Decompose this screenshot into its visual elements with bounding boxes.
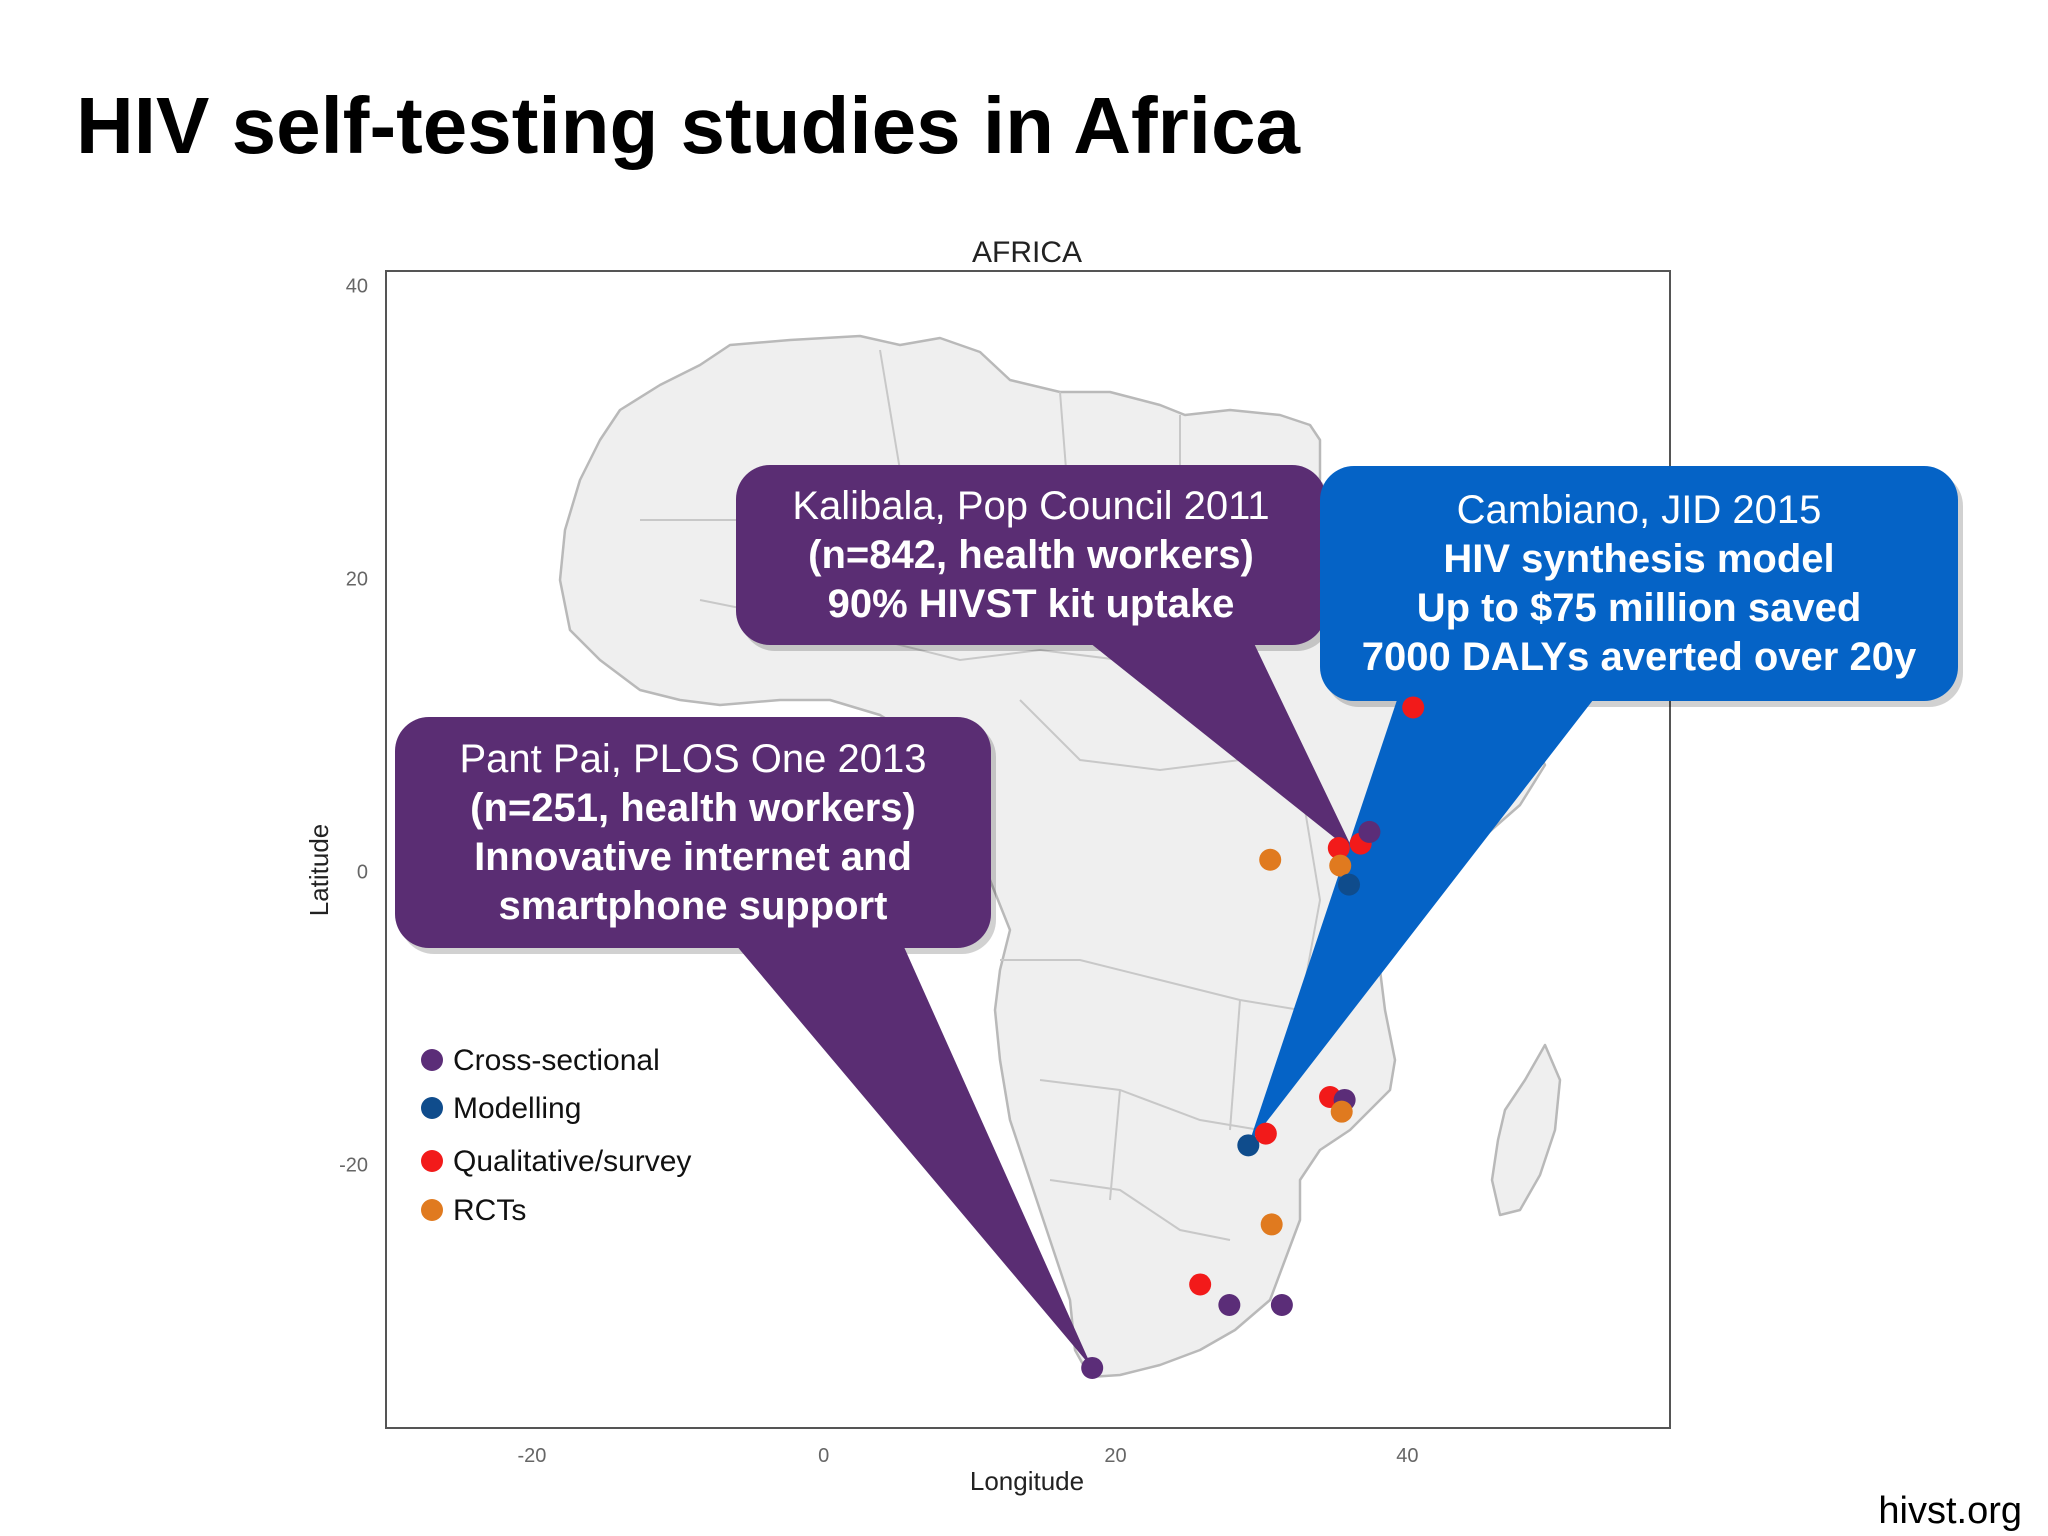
callout-kalibala xyxy=(736,465,1355,854)
study-point[interactable] xyxy=(1329,854,1352,877)
study-point[interactable] xyxy=(1259,848,1282,871)
callout-line: 7000 DALYs averted over 20y xyxy=(1361,634,1917,679)
study-point[interactable] xyxy=(1358,820,1381,843)
callout-box xyxy=(736,465,1326,645)
callout-line: 90% HIVST kit uptake xyxy=(827,581,1235,626)
study-point[interactable] xyxy=(1402,696,1425,719)
callout-line: Kalibala, Pop Council 2011 xyxy=(792,483,1270,528)
slide-title: HIV self-testing studies in Africa xyxy=(76,81,1300,170)
study-point[interactable] xyxy=(1218,1293,1241,1316)
x-tick-label: 20 xyxy=(1104,1445,1126,1467)
study-point[interactable] xyxy=(1254,1122,1277,1145)
y-tick-label: -20 xyxy=(339,1154,368,1176)
legend-label: Modelling xyxy=(453,1092,581,1125)
callout-line: (n=251, health workers) xyxy=(470,785,916,830)
y-tick-label: 0 xyxy=(357,861,368,883)
callout-text-pantpai: Pant Pai, PLOS One 2013 (n=251, health wo… xyxy=(395,735,991,931)
callout-pointer xyxy=(1080,635,1355,854)
callout-pantpai xyxy=(395,717,1093,1368)
callout-cambiano xyxy=(1248,466,1963,1146)
legend-marker xyxy=(421,1199,443,1221)
legend-label: Qualitative/survey xyxy=(453,1145,691,1178)
callout-text-kalibala: Kalibala, Pop Council 2011 (n=842, health… xyxy=(736,482,1326,629)
callout-box xyxy=(1320,466,1958,701)
callout-text-cambiano: Cambiano, JID 2015 HIV synthesis model Up … xyxy=(1320,486,1958,682)
study-point[interactable] xyxy=(1260,1213,1283,1236)
legend-label: RCTs xyxy=(453,1194,526,1227)
callout-line: (n=842, health workers) xyxy=(808,532,1254,577)
x-axis-label: Longitude xyxy=(970,1466,1084,1496)
study-point[interactable] xyxy=(1330,1100,1353,1123)
callout-line: Up to $75 million saved xyxy=(1416,585,1862,630)
callout-line: smartphone support xyxy=(498,883,888,928)
legend-label: Cross-sectional xyxy=(453,1044,660,1077)
callout-line: Innovative internet and xyxy=(474,834,912,879)
y-tick-label: 20 xyxy=(346,569,368,591)
callout-pointer xyxy=(730,938,1093,1368)
study-point[interactable] xyxy=(1327,837,1350,860)
study-point[interactable] xyxy=(1081,1356,1104,1379)
study-point[interactable] xyxy=(1338,873,1360,896)
legend-marker xyxy=(421,1049,443,1071)
callout-pointer xyxy=(1248,691,1600,1146)
callout-line: Cambiano, JID 2015 xyxy=(1456,487,1822,532)
callout-line: HIV synthesis model xyxy=(1443,536,1835,581)
x-tick-label: 0 xyxy=(818,1445,829,1467)
legend-marker xyxy=(421,1150,443,1172)
callout-line: Pant Pai, PLOS One 2013 xyxy=(459,736,927,781)
x-tick-label: -20 xyxy=(517,1445,546,1467)
study-point[interactable] xyxy=(1270,1293,1293,1316)
footer-source: hivst.org xyxy=(1878,1490,2022,1532)
map-title: AFRICA xyxy=(972,236,1082,269)
y-tick-label: 40 xyxy=(346,276,368,298)
study-point[interactable] xyxy=(1189,1273,1212,1296)
y-axis-label: Latitude xyxy=(304,824,334,917)
study-point[interactable] xyxy=(1237,1134,1260,1157)
x-tick-label: 40 xyxy=(1396,1445,1418,1467)
legend-marker xyxy=(421,1097,443,1119)
callout-box xyxy=(395,717,991,948)
